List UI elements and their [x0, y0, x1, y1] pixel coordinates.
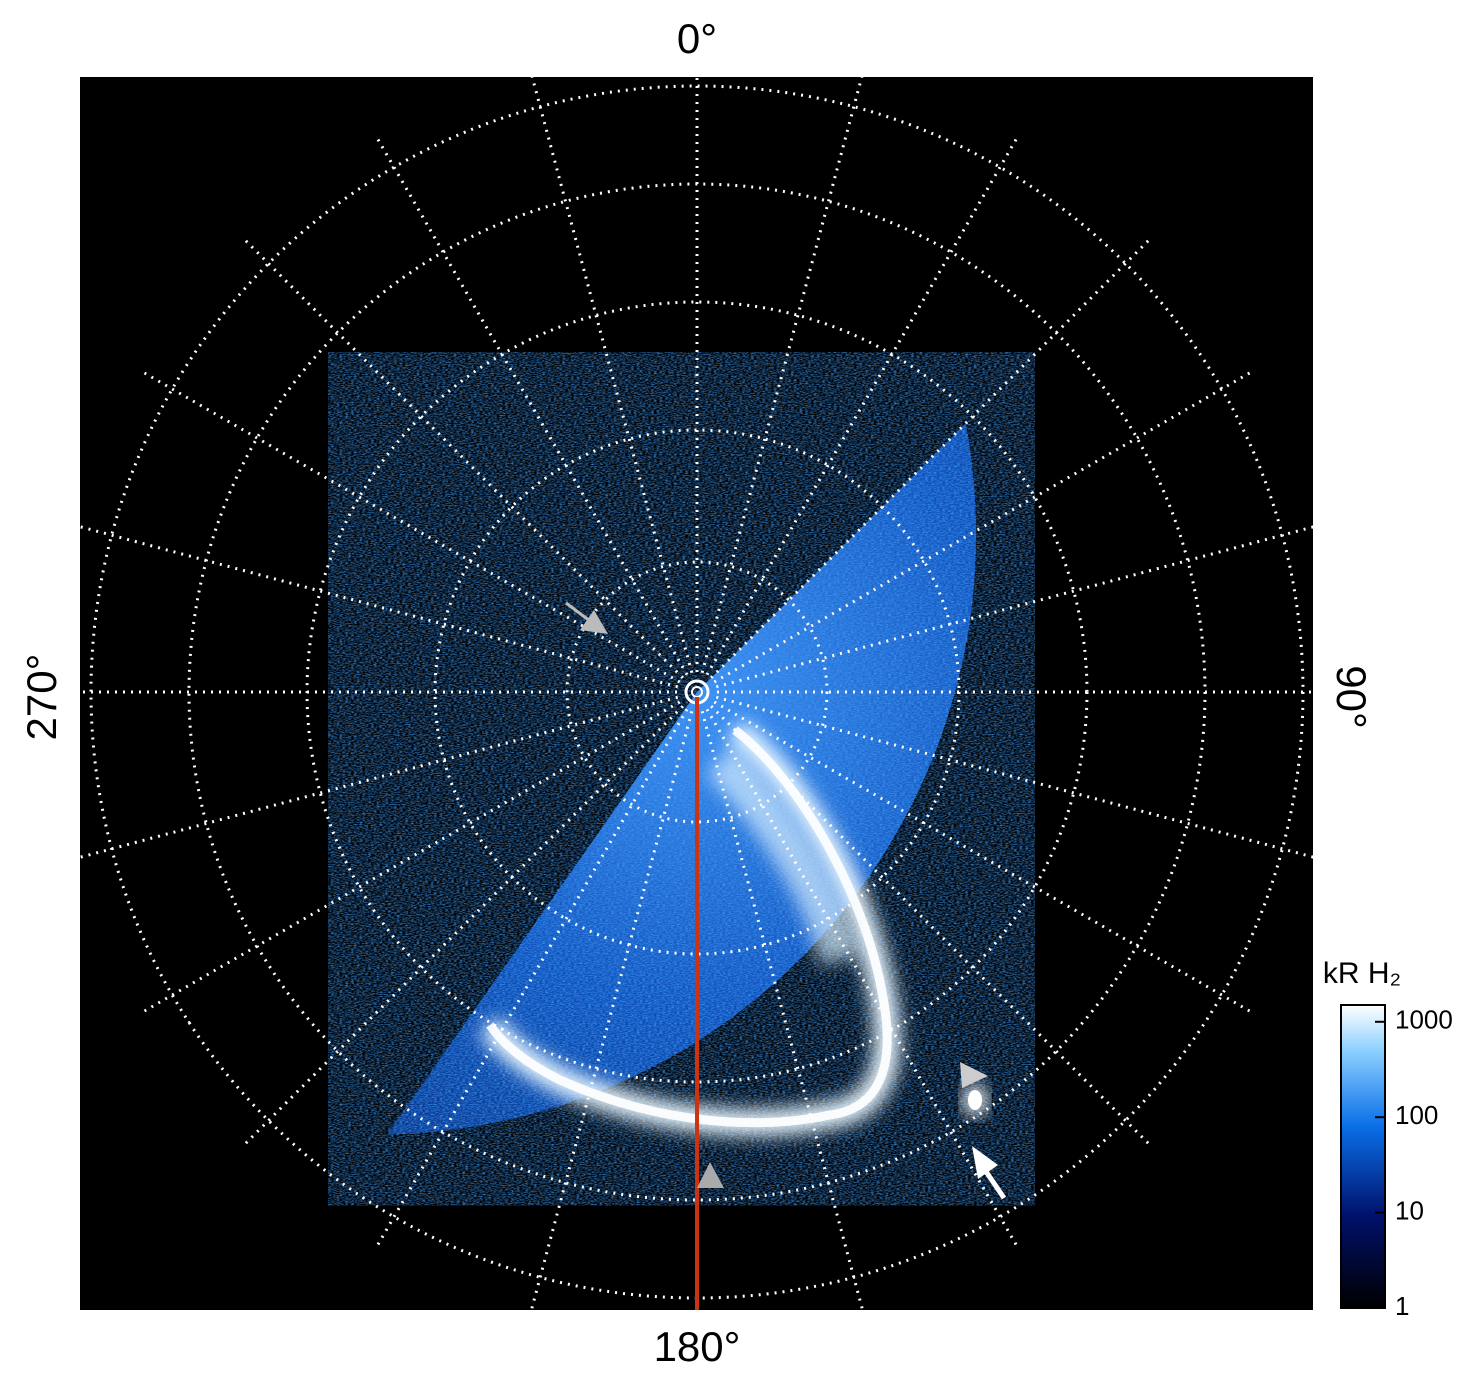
arrow-head: [960, 1062, 988, 1088]
emission-noise: [387, 423, 977, 1135]
colorbar-label: kR H₂: [1323, 957, 1401, 990]
colorbar-tick-label: 1: [1395, 1291, 1409, 1321]
arrow-head: [972, 1146, 998, 1179]
inner-emission: [705, 745, 860, 966]
main-oval: [486, 726, 892, 1128]
aurora-image: [80, 77, 1313, 1310]
triangle-marker: [697, 1162, 724, 1188]
colorbar-tick-label: 100: [1395, 1100, 1438, 1130]
azimuth-label: 90°: [1328, 665, 1375, 729]
colorbar-tick-label: 10: [1395, 1195, 1424, 1225]
arrow-head: [580, 610, 608, 634]
azimuth-label: 270°: [18, 654, 65, 741]
colorbar-tick-label: 1000: [1395, 1005, 1453, 1035]
arrow-shaft: [565, 601, 591, 623]
polar-grid: [80, 77, 1313, 1310]
azimuth-label: 0°: [677, 15, 717, 62]
grid-ring: [565, 560, 829, 824]
arrow-shaft: [982, 1168, 1007, 1200]
azimuth-label: 180°: [654, 1323, 741, 1370]
colorbar: [1340, 1004, 1386, 1309]
spot-core: [968, 1090, 982, 1110]
